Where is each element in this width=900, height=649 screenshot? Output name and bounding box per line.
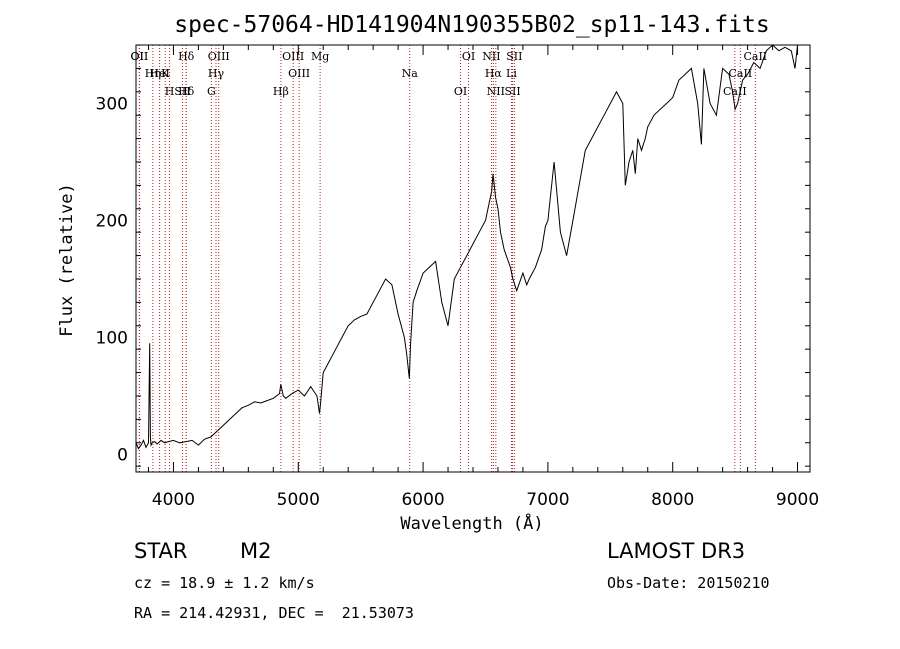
object-class: STAR [134,539,188,563]
line-id-label: NII [482,50,500,63]
y-tick-label: 200 [96,211,128,231]
line-id-label: H [165,85,175,98]
observation-date: Obs-Date: 20150210 [607,574,770,592]
x-tick-label: 6000 [401,490,444,510]
plot-frame [135,44,811,473]
line-id-label: Na [402,67,419,80]
line-id-label: CaII [743,50,767,63]
line-id-label: SII [504,85,520,98]
line-id-label: OIII [208,50,230,63]
line-id-label: NII [487,85,505,98]
x-tick-label: 7000 [526,490,569,510]
chart-title: spec-57064-HD141904N190355B02_sp11-143.f… [174,12,769,38]
y-axis-ticks: 0 100 200 300 [96,67,810,467]
line-id-label: Mg [311,50,329,63]
line-id-label: OIII [288,67,310,80]
line-id-label: Hβ [273,85,289,98]
x-tick-label: 9000 [776,490,819,510]
ra-dec-coordinates: RA = 214.42931, DEC = 21.53073 [134,604,414,622]
line-marker-group [138,45,756,472]
line-id-label: Hδ [178,50,195,63]
x-axis-ticks: 4000 5000 6000 7000 8000 9000 [147,45,819,510]
x-tick-label: 4000 [152,490,195,510]
y-tick-label: 100 [96,328,128,348]
line-id-label: OII [131,50,149,63]
spectrum-chart: spec-57064-HD141904N190355B02_sp11-143.f… [57,12,819,534]
line-id-label: SII [506,50,522,63]
line-id-label: Hα [485,67,503,80]
line-id-label: CaII [723,85,747,98]
line-id-label: SII [174,85,190,98]
y-tick-label: 300 [96,94,128,114]
x-axis-label: Wavelength (Å) [400,512,543,534]
line-id-label: Hδ [178,85,195,98]
line-id-label: G [207,85,216,98]
line-id-label: OII [131,50,149,63]
line-id-label: OI [462,50,475,63]
x-tick-label: 5000 [277,490,320,510]
y-tick-label: 0 [117,445,128,465]
object-subclass: M2 [240,539,272,563]
line-id-label: HeI [149,67,169,80]
spectrum-series-line [135,44,798,450]
line-id-label: Hη [145,67,161,80]
y-axis-label: Flux (relative) [57,183,77,337]
line-id-label: Hγ [208,67,225,80]
x-tick-label: 8000 [651,490,694,510]
line-id-label: Li [506,67,517,80]
line-id-label: K [161,67,170,80]
line-id-label: OIII [282,50,304,63]
line-id-label: OI [454,85,467,98]
redshift-cz: cz = 18.9 ± 1.2 km/s [134,574,315,592]
survey-name: LAMOST DR3 [607,539,746,563]
line-id-label: CaII [729,67,753,80]
line-id-labels: HδKHδOIIHeISIIOIIHηHOIIIHγGOIIIOIIIHβMgN… [131,50,768,98]
